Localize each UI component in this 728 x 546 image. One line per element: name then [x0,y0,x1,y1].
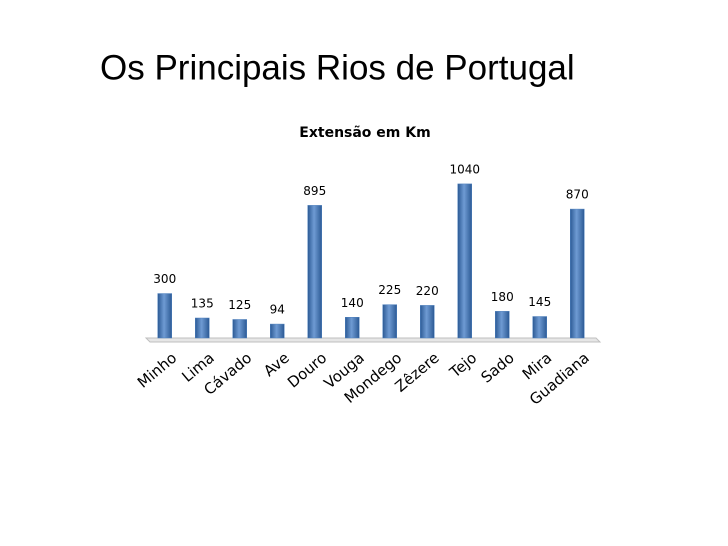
data-label: 300 [153,272,176,286]
x-tick-label: Minho [134,349,180,392]
bar [570,208,585,339]
chart-title: Extensão em Km [299,125,430,141]
x-tick-label: Sado [477,349,517,387]
data-label: 220 [416,284,439,298]
data-label: 1040 [449,162,480,176]
bar [532,316,547,339]
bar [345,317,360,339]
bar [157,293,172,339]
bar [195,317,210,339]
bar [270,323,285,339]
data-label: 895 [303,184,326,198]
data-label: 140 [341,296,364,310]
data-label: 145 [528,295,551,309]
data-label: 870 [566,188,589,202]
x-tick-label: Douro [284,349,330,392]
data-label: 180 [491,290,514,304]
data-label: 135 [191,296,214,310]
bar [457,183,472,339]
bar [307,205,322,339]
floor [144,337,602,343]
bar [495,311,510,339]
slide-title: Os Principais Rios de Portugal [100,48,575,87]
data-label: 94 [270,303,285,317]
plot: 300Minho135Lima125Cávado94Ave895Douro140… [134,162,602,409]
data-label: 225 [378,283,401,297]
bar [382,304,397,339]
x-tick-label: Tejo [446,349,481,382]
bar [232,319,247,339]
bar [420,305,435,339]
data-label: 125 [228,298,251,312]
